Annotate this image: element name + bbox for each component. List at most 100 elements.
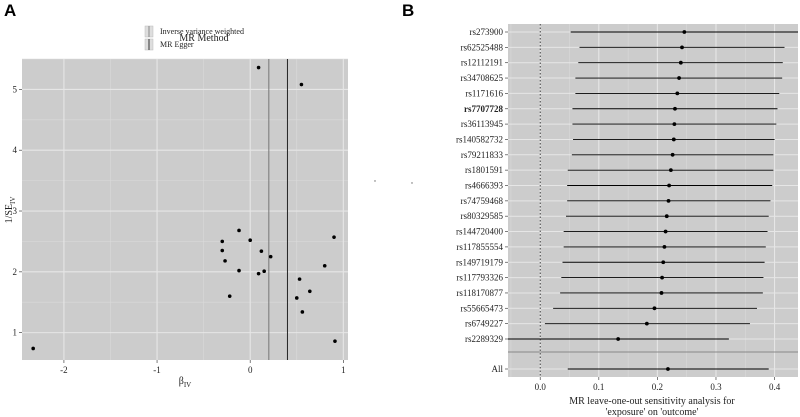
panel-a-letter: A <box>4 1 16 20</box>
snp-row-label: rs6749227 <box>465 319 503 329</box>
panel-a-ylabel-main: 1/SE <box>4 204 15 223</box>
snp-row-estimate <box>659 291 664 295</box>
y-tick-label: 1 <box>13 328 18 338</box>
panel-b-forest-plot: 0.0 0.1 0.2 0.3 0.4 rs273900 rs62525488 rs12112… <box>456 24 798 392</box>
panel-b-title: MR leave-one-out sensitivity analysis fo… <box>569 396 735 407</box>
snp-row-label: rs36113945 <box>461 119 504 129</box>
scatter-point <box>299 82 304 87</box>
scatter-point <box>220 248 225 253</box>
panel-a-xlabel: βIV <box>179 376 191 389</box>
x-tick-label: 0.2 <box>652 382 663 392</box>
snp-row-estimate <box>616 337 621 341</box>
panel-a-ylabel: 1/SEIV <box>4 197 17 224</box>
snp-row-label: rs62525488 <box>461 42 504 52</box>
speck <box>411 182 413 184</box>
snp-row-label: rs140582732 <box>456 134 503 144</box>
scatter-point <box>262 269 266 274</box>
snp-row-estimate <box>661 260 666 265</box>
snp-row-label: rs4666393 <box>465 181 503 191</box>
panel-b-subtitle: 'exposure' on 'outcome' <box>606 407 699 417</box>
legend-title: MR Method <box>179 33 228 44</box>
snp-row-label: rs117793326 <box>456 273 503 283</box>
panel-a-grid <box>22 58 348 360</box>
snp-row-label: rs7707728 <box>464 104 503 114</box>
snp-row-estimate <box>663 229 668 234</box>
snp-row-estimate <box>682 30 687 34</box>
snp-row-label: rs79211833 <box>461 150 504 160</box>
overall-row-label: All <box>491 364 503 374</box>
scatter-point <box>333 339 337 343</box>
scatter-point <box>220 239 225 244</box>
y-tick-label: 2 <box>13 267 18 277</box>
x-tick-label: 0.4 <box>769 382 781 392</box>
panel-a-legend: MR Method Inverse variance weighted MR E… <box>144 25 244 51</box>
snp-row-estimate <box>675 91 680 96</box>
snp-row-label: rs1801591 <box>465 165 503 175</box>
snp-row-estimate <box>672 122 677 126</box>
snp-row-label: rs80329585 <box>461 211 504 221</box>
snp-row-label: rs117855554 <box>456 242 503 252</box>
snp-row-estimate <box>644 321 649 326</box>
scatter-point <box>227 294 232 298</box>
scatter-point <box>294 296 299 300</box>
x-tick-label: -1 <box>153 365 161 375</box>
x-tick-label: -2 <box>60 365 68 375</box>
snp-row-label: rs2289329 <box>465 334 503 344</box>
snp-row-label: rs149719179 <box>456 257 503 267</box>
panel-b-ticks: 0.0 0.1 0.2 0.3 0.4 rs273900 rs62525488 rs12112… <box>456 27 781 392</box>
scatter-point <box>259 249 264 253</box>
snp-row-estimate <box>667 183 672 188</box>
snp-row-label: rs34708625 <box>461 73 504 83</box>
snp-row-estimate <box>668 168 673 173</box>
x-tick-label: 0.3 <box>710 382 722 392</box>
snp-row-label: rs12112191 <box>461 58 503 68</box>
y-tick-label: 5 <box>13 84 18 94</box>
snp-row-label: rs1171616 <box>465 88 503 98</box>
scatter-point <box>297 277 302 281</box>
scatter-point <box>300 310 305 314</box>
legend-label-egger: MR Egger <box>160 40 194 49</box>
scatter-point <box>322 263 327 268</box>
scatter-point <box>332 235 336 239</box>
snp-row-estimate <box>671 137 676 142</box>
panel-a-ylabel-sub: IV <box>9 197 17 204</box>
snp-row-label: rs144720400 <box>456 227 503 237</box>
panel-a-scatter-plot: -2 -1 0 1 1 2 3 4 5 <box>13 58 348 375</box>
scatter-point <box>268 254 273 259</box>
panel-a-background <box>22 59 348 360</box>
panel-a-points <box>31 65 337 351</box>
snp-row-estimate <box>664 214 669 219</box>
snp-row-estimate <box>660 275 664 280</box>
y-tick-label: 4 <box>13 145 18 155</box>
snp-row-estimate <box>673 106 677 111</box>
snp-row-estimate <box>680 45 684 50</box>
x-tick-label: 0 <box>248 365 253 375</box>
snp-row-label: rs55665473 <box>461 303 504 313</box>
snp-row-estimate <box>677 76 681 80</box>
x-tick-label: 0.0 <box>535 382 547 392</box>
scatter-point <box>31 346 35 351</box>
panel-a-method-lines <box>268 59 288 360</box>
scatter-point <box>223 259 227 263</box>
snp-row-estimate <box>670 152 675 157</box>
snp-row-label: rs74759468 <box>461 196 504 206</box>
panel-b-rows <box>508 24 798 377</box>
snp-row-estimate <box>652 306 657 311</box>
legend-label-ivw: Inverse variance weighted <box>160 27 244 36</box>
x-tick-label: 0.1 <box>593 382 604 392</box>
snp-row-estimate <box>678 60 683 65</box>
scatter-point <box>237 268 241 273</box>
snp-row-label: rs273900 <box>470 27 504 37</box>
snp-row-label: rs118170877 <box>456 288 503 298</box>
scatter-point <box>237 228 241 233</box>
snp-row-estimate <box>666 198 671 203</box>
scatter-point <box>248 238 252 243</box>
scatter-point <box>256 271 261 276</box>
panel-a-xlabel-sub: IV <box>184 381 191 389</box>
x-tick-label: 1 <box>341 365 346 375</box>
y-tick-label: 3 <box>13 206 18 216</box>
snp-row-estimate <box>662 245 667 249</box>
panel-a-ticks: -2 -1 0 1 1 2 3 4 5 <box>13 84 346 375</box>
overall-row-estimate <box>666 367 670 371</box>
